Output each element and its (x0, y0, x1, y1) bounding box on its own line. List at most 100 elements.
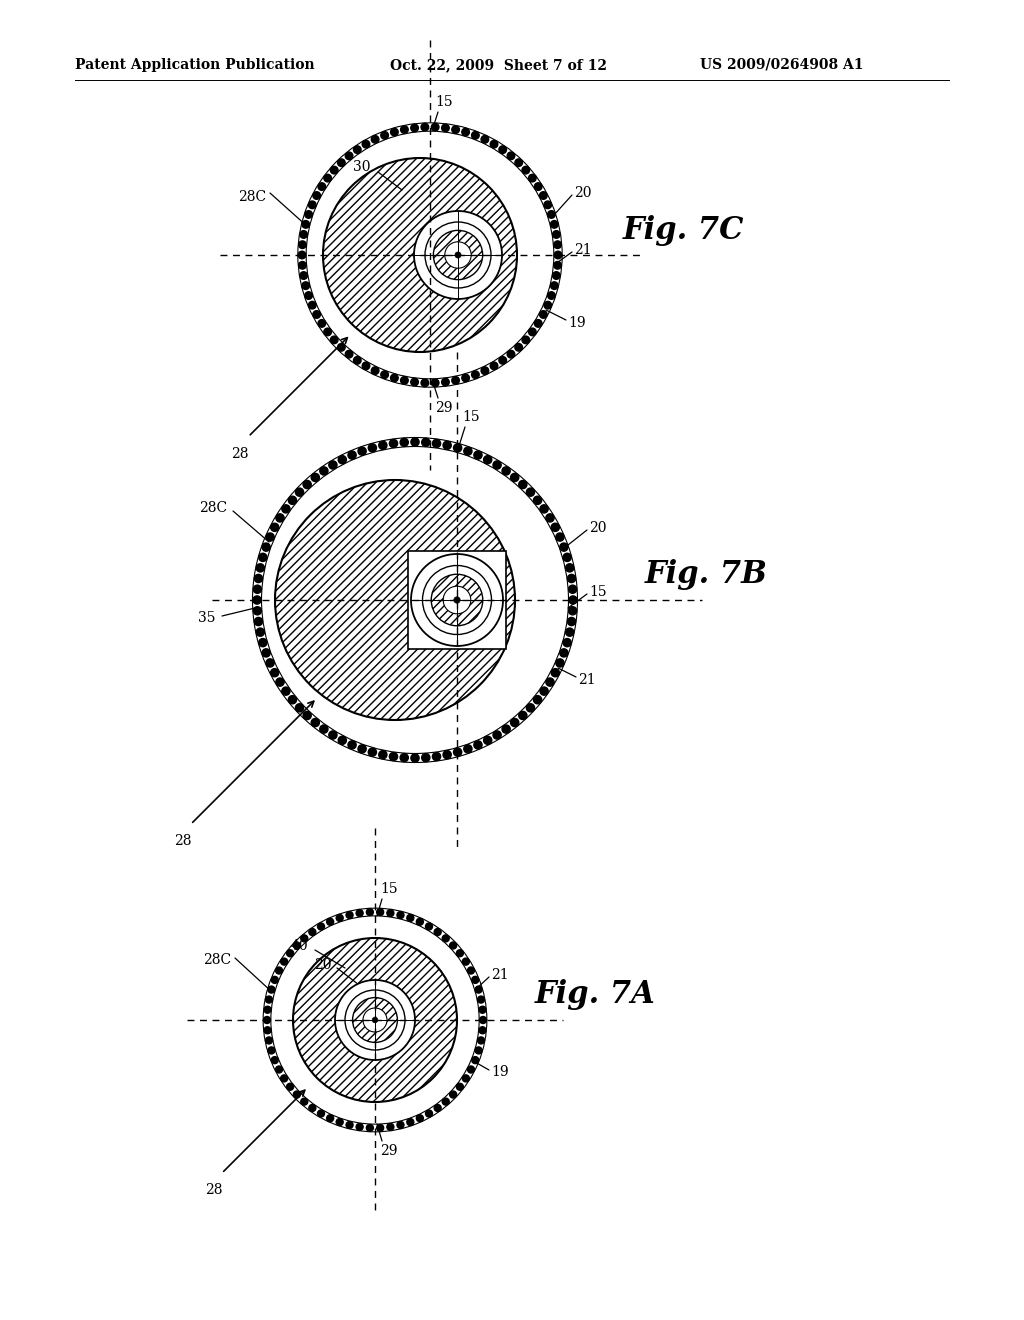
Circle shape (540, 310, 547, 318)
Circle shape (338, 737, 346, 744)
Circle shape (414, 211, 502, 300)
Circle shape (331, 166, 338, 174)
Text: 28C: 28C (203, 953, 231, 968)
Text: Fig. 7A: Fig. 7A (535, 979, 655, 1011)
Circle shape (281, 1074, 288, 1082)
Circle shape (400, 438, 409, 446)
Circle shape (493, 461, 501, 469)
Circle shape (319, 725, 328, 733)
Circle shape (390, 128, 398, 136)
Circle shape (499, 356, 507, 364)
Circle shape (463, 958, 469, 965)
Circle shape (377, 1125, 384, 1131)
Text: 21: 21 (574, 243, 592, 257)
Circle shape (305, 292, 312, 300)
Circle shape (421, 379, 429, 387)
Circle shape (379, 441, 387, 449)
Circle shape (293, 942, 300, 949)
Circle shape (381, 132, 388, 139)
Circle shape (400, 125, 409, 133)
Circle shape (296, 704, 304, 711)
Circle shape (381, 371, 388, 379)
Text: 35: 35 (199, 611, 216, 624)
Circle shape (534, 496, 542, 504)
Circle shape (522, 166, 529, 174)
Circle shape (551, 669, 559, 677)
Circle shape (434, 1105, 441, 1111)
Circle shape (477, 997, 484, 1003)
Circle shape (454, 748, 462, 756)
Circle shape (309, 1105, 315, 1111)
Circle shape (318, 182, 326, 190)
Circle shape (271, 1056, 279, 1064)
Circle shape (305, 211, 312, 218)
Circle shape (507, 350, 515, 358)
Circle shape (565, 628, 573, 636)
Circle shape (535, 319, 542, 327)
Circle shape (346, 1122, 353, 1129)
Circle shape (507, 152, 515, 160)
Circle shape (431, 123, 439, 131)
Circle shape (515, 158, 522, 166)
Circle shape (264, 1006, 271, 1014)
Text: 19: 19 (442, 630, 460, 644)
Circle shape (348, 741, 356, 748)
Text: 40: 40 (290, 939, 308, 953)
Circle shape (318, 319, 326, 327)
Circle shape (313, 191, 321, 199)
Text: 30: 30 (353, 160, 371, 174)
Circle shape (262, 543, 270, 552)
Circle shape (548, 292, 555, 300)
Circle shape (397, 1122, 403, 1129)
Text: 29: 29 (435, 401, 453, 414)
Circle shape (367, 908, 374, 916)
Text: 21: 21 (578, 673, 596, 686)
Circle shape (302, 282, 309, 289)
Circle shape (475, 986, 482, 993)
Circle shape (346, 912, 353, 919)
Circle shape (400, 376, 409, 384)
Circle shape (353, 145, 361, 153)
Circle shape (444, 242, 471, 268)
Circle shape (442, 935, 450, 942)
Circle shape (397, 912, 403, 919)
Text: 20: 20 (314, 958, 332, 972)
Circle shape (338, 343, 345, 351)
Circle shape (502, 725, 510, 733)
Circle shape (308, 301, 316, 309)
Circle shape (390, 374, 398, 381)
Circle shape (462, 374, 469, 381)
Circle shape (317, 923, 325, 931)
Circle shape (324, 174, 332, 182)
Circle shape (352, 998, 397, 1043)
Circle shape (481, 136, 488, 143)
Circle shape (353, 356, 361, 364)
Circle shape (268, 1047, 274, 1053)
Circle shape (556, 659, 564, 667)
Circle shape (253, 595, 261, 605)
Circle shape (270, 669, 279, 677)
Circle shape (457, 949, 464, 957)
Circle shape (259, 553, 267, 561)
Circle shape (254, 574, 262, 582)
Circle shape (540, 686, 548, 696)
Circle shape (270, 523, 279, 532)
Circle shape (256, 564, 264, 572)
Circle shape (565, 564, 573, 572)
Circle shape (345, 990, 406, 1049)
Circle shape (551, 282, 558, 289)
Circle shape (556, 533, 564, 541)
Circle shape (528, 329, 537, 335)
Circle shape (567, 618, 575, 626)
Circle shape (303, 711, 311, 719)
Circle shape (553, 231, 560, 239)
Circle shape (450, 942, 457, 949)
Circle shape (450, 1092, 457, 1098)
Circle shape (553, 272, 560, 280)
Circle shape (431, 574, 482, 626)
Circle shape (454, 597, 460, 603)
Circle shape (259, 639, 267, 647)
Circle shape (299, 261, 306, 269)
Circle shape (372, 367, 379, 375)
Circle shape (417, 919, 423, 925)
